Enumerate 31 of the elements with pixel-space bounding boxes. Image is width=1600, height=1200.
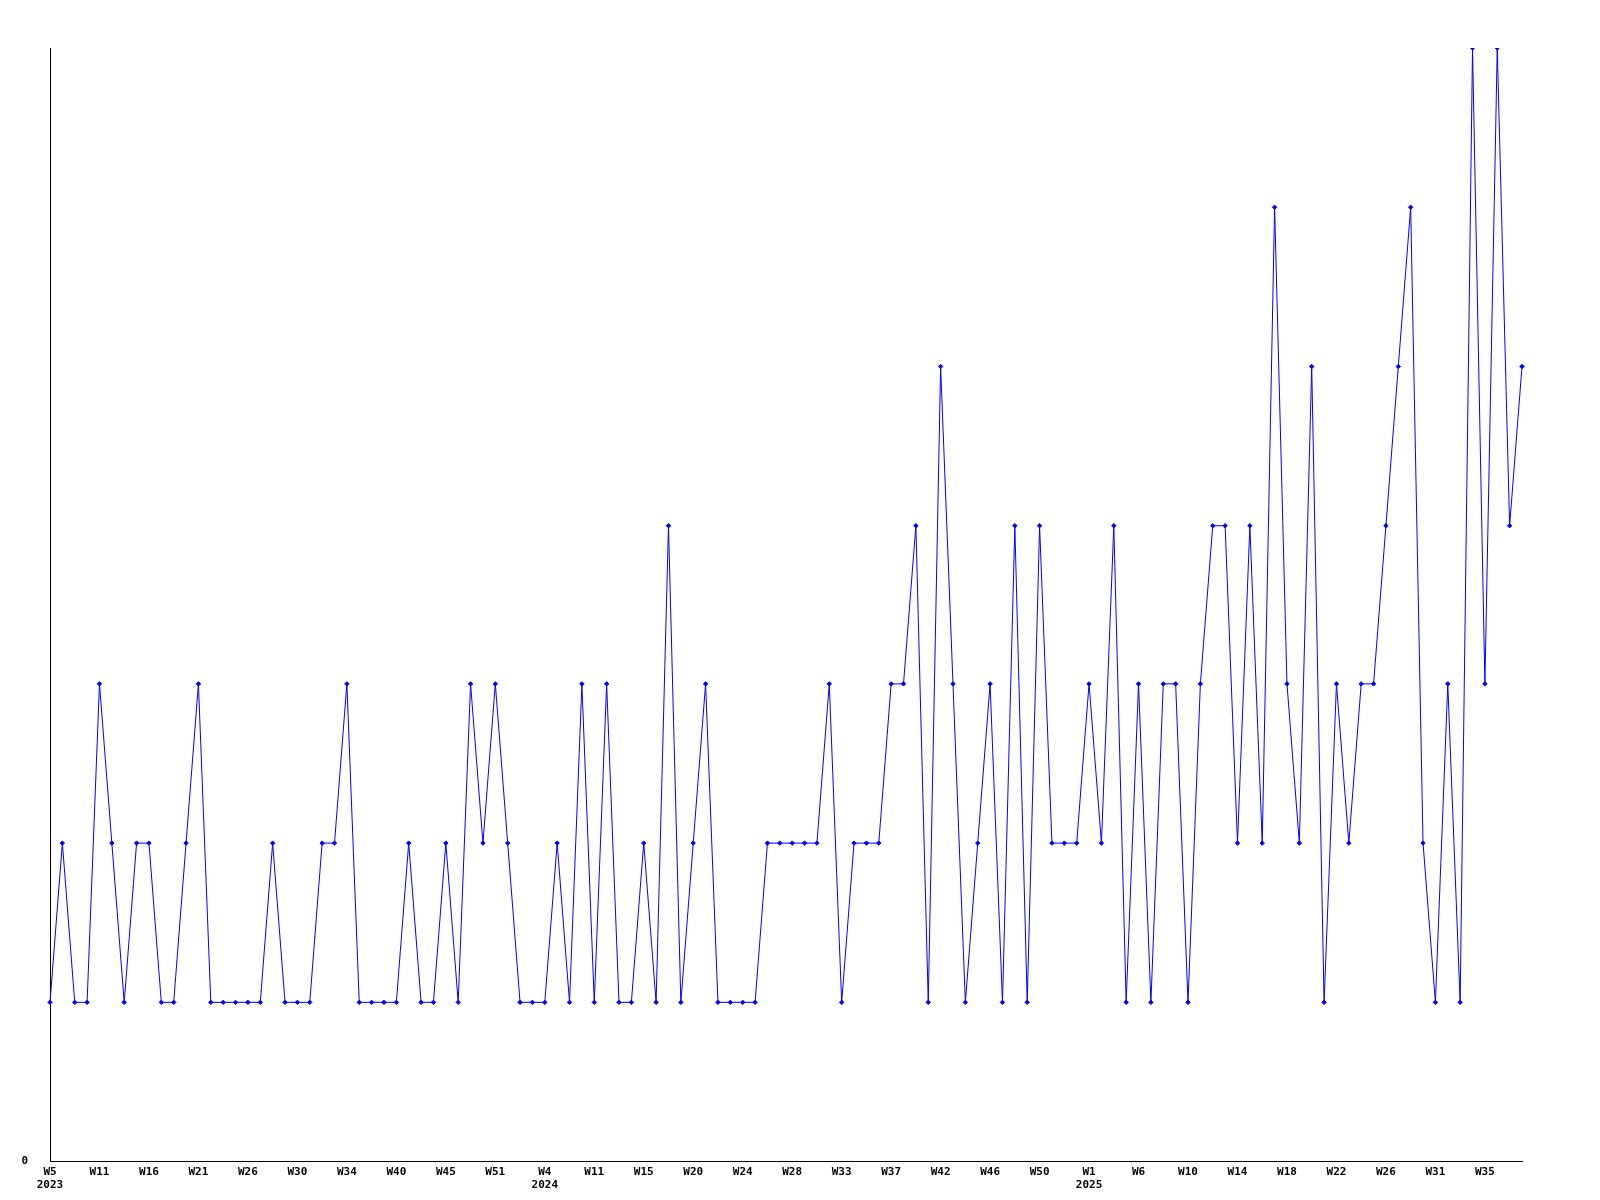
x-tick-label: W26 bbox=[237, 1165, 259, 1179]
x-tick-label: W10 bbox=[1178, 1165, 1198, 1179]
x-tick-label: W4 2024 bbox=[531, 1165, 559, 1192]
x-tick-label: W18 bbox=[1277, 1165, 1297, 1179]
x-tick-label: W28 bbox=[782, 1165, 803, 1179]
x-tick-label: W46 bbox=[980, 1165, 1001, 1179]
x-tick-label: W40 bbox=[386, 1165, 407, 1179]
x-tick-label: W15 bbox=[633, 1165, 654, 1179]
x-tick-label: W42 bbox=[930, 1165, 951, 1179]
x-tick-label: W30 bbox=[287, 1165, 308, 1179]
x-tick-label: W45 bbox=[435, 1165, 456, 1179]
x-tick-label: W1 2025 bbox=[1075, 1165, 1103, 1192]
x-tick-label: W6 bbox=[1131, 1165, 1146, 1179]
x-tick-label: W21 bbox=[188, 1165, 209, 1179]
x-tick-label: W34 bbox=[336, 1165, 358, 1179]
x-tick-label: W5 2023 bbox=[36, 1165, 64, 1192]
x-tick-label: W37 bbox=[881, 1165, 902, 1179]
x-tick-label: W16 bbox=[139, 1165, 160, 1179]
x-tick-label: W24 bbox=[732, 1165, 754, 1179]
x-tick-label: W31 bbox=[1425, 1165, 1446, 1179]
x-tick-label: W50 bbox=[1029, 1165, 1050, 1179]
x-tick-label: W20 bbox=[683, 1165, 704, 1179]
x-tick-label: W26 bbox=[1376, 1165, 1397, 1179]
x-tick-label: W35 bbox=[1474, 1165, 1495, 1179]
text: 0 bbox=[21, 1154, 28, 1168]
x-tick-label: W22 bbox=[1326, 1165, 1347, 1179]
x-tick-label: W11 bbox=[89, 1165, 110, 1179]
x-tick-label: W33 bbox=[831, 1165, 852, 1179]
x-tick-label: W51 bbox=[485, 1165, 506, 1179]
x-tick-label: W11 bbox=[584, 1165, 605, 1179]
x-tick-label: W14 bbox=[1227, 1165, 1248, 1179]
